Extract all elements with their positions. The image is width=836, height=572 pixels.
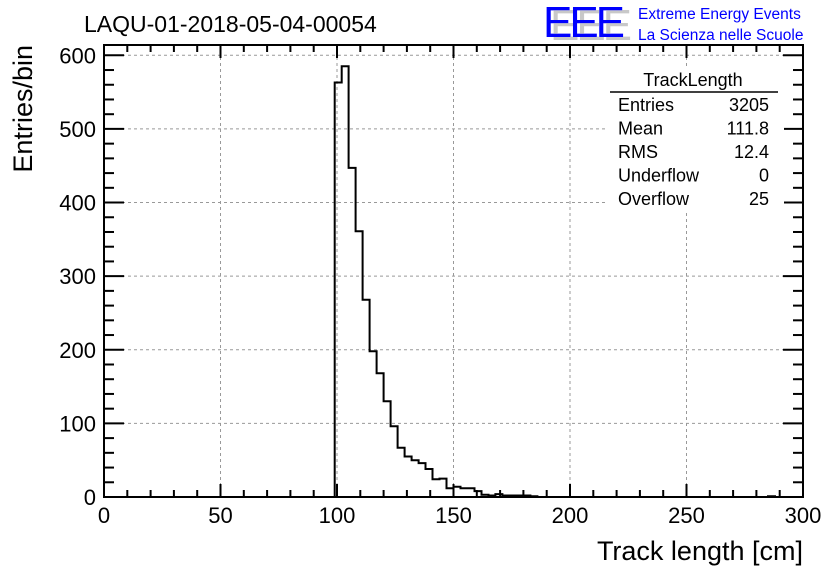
histogram-bin [440,479,447,497]
x-axis-label: Track length [cm] [597,536,803,566]
stats-label: Entries [618,95,674,115]
stats-value: 3205 [729,95,769,115]
histogram-bin [412,460,419,497]
y-tick-label: 0 [84,485,96,510]
y-tick-label: 600 [59,43,96,68]
histogram-bin [460,488,467,497]
histogram-bin [356,231,363,497]
histogram-bin [349,168,356,497]
histogram-bin [405,457,412,497]
logo-line2: La Scienza nelle Scuole [638,27,803,44]
histogram-bin [363,300,370,497]
histogram-bin [467,488,474,497]
stats-label: Mean [618,119,663,139]
x-tick-label: 50 [208,503,232,528]
stats-value: 0 [759,166,769,186]
histogram-bin [384,401,391,497]
histogram-bin [454,487,461,497]
stats-value: 12.4 [734,142,769,162]
histogram-bin [342,66,349,497]
chart-title: LAQU-01-2018-05-04-00054 [84,11,377,37]
histogram-bin [398,448,405,497]
y-tick-label: 400 [59,191,96,216]
y-tick-label: 100 [59,411,96,436]
y-tick-label: 200 [59,338,96,363]
stats-value: 111.8 [727,119,769,139]
x-tick-label: 100 [319,503,356,528]
histogram-bin [426,469,433,497]
eee-logo: EEE Extreme Energy Events La Scienza nel… [543,0,803,47]
y-axis-label: Entries/bin [8,45,38,173]
histogram-bin [377,373,384,497]
stats-box: TrackLength Entries 3205 Mean 111.8 RMS 12.4 U… [606,66,784,210]
stats-label: Underflow [618,166,700,186]
x-tick-labels: 0 50 100 150 200 250 300 [98,503,821,528]
x-tick-label: 150 [435,503,472,528]
histogram-bin [447,488,454,497]
histogram-bin [335,83,342,497]
x-tick-label: 200 [552,503,589,528]
y-tick-label: 500 [59,117,96,142]
stats-label: RMS [618,142,658,162]
histogram-bin [433,479,440,497]
histogram-bin [419,463,426,497]
axis-ticks [103,45,804,498]
stats-background [606,66,784,210]
stats-label: Overflow [618,189,690,209]
logo-line1: Extreme Energy Events [638,6,801,23]
x-tick-label: 0 [98,503,110,528]
logo-mark: EEE [543,0,625,47]
x-tick-label: 300 [785,503,822,528]
y-tick-labels: 0 100 200 300 400 500 600 [59,43,96,510]
x-tick-label: 250 [668,503,705,528]
y-tick-label: 300 [59,264,96,289]
stats-value: 25 [749,189,769,209]
histogram-bin [370,351,377,497]
stats-title: TrackLength [643,70,742,90]
histogram-bin [391,426,398,497]
